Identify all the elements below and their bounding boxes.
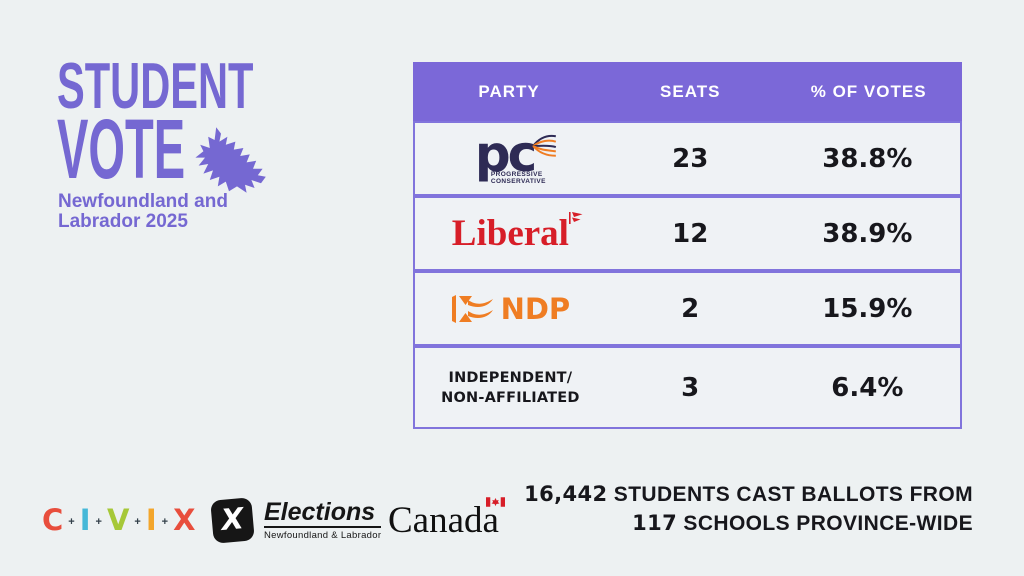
pc-seats-value: 23: [672, 143, 709, 174]
stats-line1: 16,442 STUDENTS CAST BALLOTS FROM: [524, 482, 973, 506]
liberal-votes-value: 38.9%: [822, 218, 913, 249]
table-row-ndp: NDP 2 15.9%: [413, 271, 962, 346]
ndp-wordmark: NDP: [500, 291, 571, 326]
header-party: PARTY: [478, 81, 540, 101]
ndp-seats-value: 2: [681, 293, 700, 324]
civix-letter: I: [145, 503, 157, 537]
table-row-independent: INDEPENDENT/ NON-AFFILIATED 3 6.4%: [413, 346, 962, 429]
student-vote-logo-line2: VOTE: [57, 102, 186, 196]
independent-label: INDEPENDENT/ NON-AFFILIATED: [441, 369, 580, 406]
civix-plus-icon: +: [161, 515, 169, 528]
independent-seats-value: 3: [681, 372, 700, 403]
liberal-seats-value: 12: [672, 218, 709, 249]
civix-plus-icon: +: [134, 515, 141, 528]
civix-letter: C: [42, 503, 64, 537]
results-table: PARTY SEATS % OF VOTES pc: [413, 62, 962, 429]
pc-wordmark: pc: [475, 129, 557, 179]
logo-subtitle: Newfoundland and Labrador 2025: [58, 192, 228, 232]
table-row-pc: pc PROGRESSIVE CONSERVATIVE: [413, 121, 962, 196]
pc-logo-subtext: PROGRESSIVE CONSERVATIVE: [490, 171, 546, 185]
ndp-votes-value: 15.9%: [822, 293, 913, 324]
stats-line2: 117 SCHOOLS PROVINCE-WIDE: [632, 511, 973, 535]
elections-nl-logo: X Elections Newfoundland & Labrador: [210, 497, 382, 544]
logo-subtitle-line1: Newfoundland and: [58, 191, 228, 212]
student-vote-logo-line1: STUDENT: [57, 49, 254, 122]
header-votes: % OF VOTES: [810, 81, 927, 101]
liberal-party-cell: Liberal: [415, 212, 606, 254]
logo-subtitle-line2: Labrador 2025: [58, 211, 188, 232]
stats-ballots-count: 16,442: [524, 482, 608, 506]
liberal-logo: Liberal: [451, 212, 583, 254]
civix-logo: C + I + V + I + X: [42, 503, 195, 537]
civix-letter: I: [79, 503, 91, 537]
pc-votes-value: 38.8%: [822, 143, 913, 174]
liberal-flag-icon: [568, 212, 583, 224]
elections-subtitle: Newfoundland & Labrador: [264, 530, 382, 541]
header-seats: SEATS: [660, 81, 721, 101]
civix-letter: V: [106, 503, 130, 537]
stats-schools-count: 117: [632, 511, 678, 535]
civix-letter: X: [173, 503, 196, 537]
pc-party-cell: pc PROGRESSIVE CONSERVATIVE: [415, 129, 606, 185]
canada-flag-icon: [485, 497, 505, 507]
pc-logo: pc PROGRESSIVE CONSERVATIVE: [475, 129, 557, 185]
pc-sail-icon: [532, 134, 557, 157]
table-header-row: PARTY SEATS % OF VOTES: [413, 62, 962, 121]
independent-party-cell: INDEPENDENT/ NON-AFFILIATED: [415, 368, 606, 408]
ndp-flag-icon: [451, 294, 493, 323]
civix-plus-icon: +: [68, 515, 75, 528]
canada-wordmark: Canad a: [388, 497, 505, 542]
table-row-liberal: Liberal 12 38.9%: [413, 196, 962, 271]
independent-votes-value: 6.4%: [831, 372, 904, 403]
elections-nl-text: Elections Newfoundland & Labrador: [264, 499, 382, 541]
ballot-x-icon: X: [210, 497, 255, 544]
elections-title: Elections: [264, 499, 382, 528]
liberal-wordmark: Liberal: [451, 213, 569, 254]
ballot-stats: 16,442 STUDENTS CAST BALLOTS FROM 117 SC…: [524, 480, 973, 538]
newfoundland-map-icon: [195, 127, 266, 193]
civix-plus-icon: +: [95, 515, 102, 528]
ndp-logo: NDP: [451, 291, 571, 326]
ndp-party-cell: NDP: [415, 292, 606, 326]
